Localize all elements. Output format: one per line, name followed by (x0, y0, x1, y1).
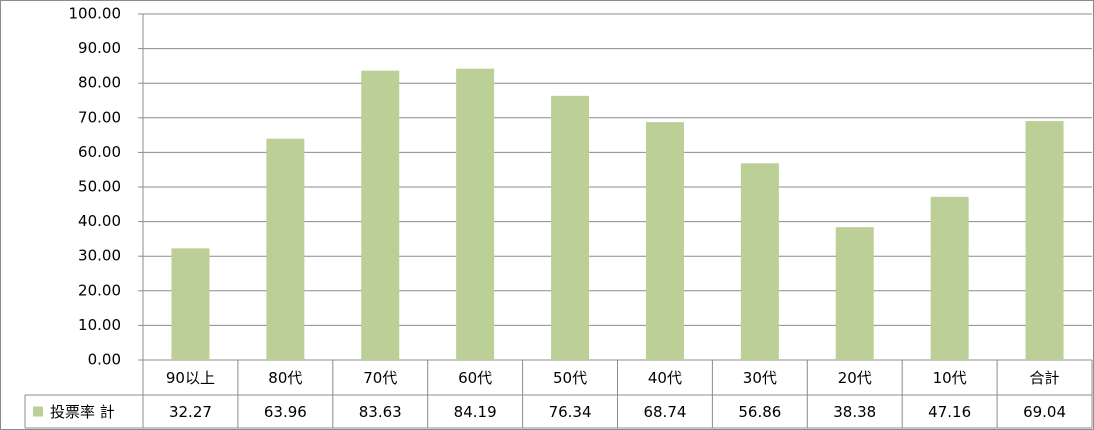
y-tick-label: 80.00 (78, 74, 121, 92)
x-tick-label: 合計 (1030, 369, 1060, 387)
table-value: 76.34 (549, 403, 592, 421)
bar (171, 248, 210, 360)
y-tick-label: 100.00 (69, 5, 122, 23)
y-tick-label: 40.00 (78, 212, 121, 230)
table-value: 63.96 (264, 403, 307, 421)
table-value: 47.16 (928, 403, 971, 421)
x-tick-label: 30代 (743, 369, 777, 387)
x-tick-label: 80代 (268, 369, 302, 387)
legend-swatch (33, 406, 43, 417)
x-tick-label: 60代 (458, 369, 492, 387)
x-tick-label: 20代 (838, 369, 872, 387)
y-tick-label: 10.00 (78, 316, 121, 334)
y-tick-label: 60.00 (78, 143, 121, 161)
legend-label: 投票率 計 (50, 403, 115, 421)
bar (740, 163, 779, 360)
table-value: 32.27 (169, 403, 212, 421)
bar (930, 196, 969, 360)
table-value: 38.38 (833, 403, 876, 421)
y-tick-label: 0.00 (88, 351, 121, 369)
y-tick-label: 90.00 (78, 39, 121, 57)
y-tick-label: 30.00 (78, 247, 121, 265)
x-tick-label: 40代 (648, 369, 682, 387)
y-tick-label: 50.00 (78, 178, 121, 196)
bar (1025, 121, 1064, 360)
table-value: 83.63 (359, 403, 402, 421)
x-tick-label: 50代 (553, 369, 587, 387)
bar (456, 68, 495, 360)
table-value: 69.04 (1023, 403, 1066, 421)
table-value: 56.86 (738, 403, 781, 421)
x-tick-label: 90以上 (166, 369, 215, 387)
bar (266, 138, 305, 360)
bar (835, 227, 874, 360)
table-value: 84.19 (454, 403, 497, 421)
bar (645, 122, 684, 360)
bar (551, 95, 590, 361)
x-tick-label: 70代 (363, 369, 397, 387)
table-value: 68.74 (643, 403, 686, 421)
y-tick-label: 70.00 (78, 108, 121, 126)
bar (361, 70, 400, 360)
x-tick-label: 10代 (933, 369, 967, 387)
y-tick-label: 20.00 (78, 281, 121, 299)
